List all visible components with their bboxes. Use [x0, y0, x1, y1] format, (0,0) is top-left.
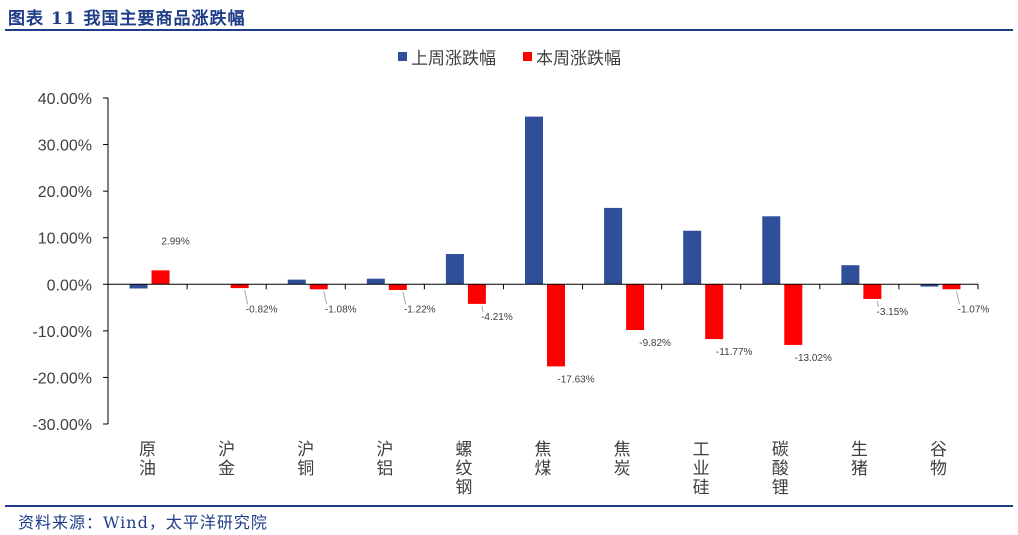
last-week-bar-11 [920, 284, 939, 287]
data-label-leader [876, 300, 879, 308]
last-week-bar-3 [287, 279, 306, 285]
x-labels: 原油 沪金 沪铜 沪铝 螺纹钢 焦煤 焦炭 工业硅 碳酸锂 生猪 谷物 [139, 440, 947, 498]
last-week-bar-1 [129, 284, 148, 289]
this-week-bar-9 [784, 284, 803, 345]
category-label-7: 焦炭 [614, 440, 631, 479]
last-week-bar-8 [683, 230, 702, 285]
category-label-2: 沪金 [218, 440, 235, 479]
this-week-value-label-4: -1.22% [404, 304, 436, 315]
data-label-leader [955, 291, 960, 305]
last-week-bar-7 [604, 207, 623, 285]
category-label-1: 原油 [139, 440, 156, 479]
last-week-bar-5 [445, 254, 464, 285]
this-week-bar-2 [230, 284, 249, 289]
category-label-10: 生猪 [851, 440, 868, 479]
last-week-bar-4 [366, 278, 385, 285]
this-week-value-label-11: -1.07% [958, 304, 990, 315]
legend: 上周涨跌幅 本周涨跌幅 [398, 49, 621, 69]
category-label-8: 工业硅 [693, 440, 710, 498]
this-week-value-label-10: -3.15% [877, 307, 909, 318]
y-tick-label: 40.00% [38, 91, 92, 108]
y-tick-label: 30.00% [38, 138, 92, 155]
y-tick-label: 10.00% [38, 231, 92, 248]
x-axis [107, 283, 979, 290]
this-week-bar-11 [942, 284, 961, 290]
commodity-change-chart: 上周涨跌幅 本周涨跌幅 40.00% 30.00% 20.00% 10.00% 0.00%… [32, 49, 989, 498]
this-week-bar-10 [863, 284, 882, 299]
this-week-value-label-2: -0.82% [246, 304, 278, 315]
title-divider [5, 29, 1013, 31]
y-tick-label: 20.00% [38, 184, 92, 201]
data-label-leader [402, 291, 407, 305]
legend-label-2: 本周涨跌幅 [536, 49, 621, 69]
y-axis: 40.00% 30.00% 20.00% 10.00% 0.00% -10.00% -20.… [32, 91, 109, 434]
this-week-bar-8 [705, 284, 724, 340]
this-week-value-label-3: -1.08% [325, 304, 357, 315]
category-label-11: 谷物 [930, 440, 947, 479]
this-week-bar-3 [309, 284, 328, 290]
legend-swatch-1 [398, 52, 407, 61]
this-week-value-label-5: -4.21% [481, 312, 513, 323]
this-week-value-label-7: -9.82% [639, 338, 671, 349]
figure-title: 图表 11 我国主要商品涨跌幅 [8, 9, 246, 29]
y-tick-label: -20.00% [32, 370, 92, 387]
this-week-value-label-1: 2.99% [161, 236, 189, 247]
this-week-value-label-6: -17.63% [557, 374, 594, 385]
this-week-bar-4 [388, 284, 407, 290]
y-tick-label: -10.00% [32, 324, 92, 341]
this-week-bar-6 [547, 284, 565, 367]
category-label-6: 焦煤 [535, 440, 552, 479]
this-week-bar-1 [151, 270, 170, 285]
last-week-bar-6 [525, 116, 543, 285]
data-label-leader [481, 305, 484, 312]
last-week-bar-10 [841, 265, 860, 285]
y-tick-label: 0.00% [47, 277, 92, 294]
this-week-bar-5 [467, 284, 486, 304]
this-week-value-label-9: -13.02% [795, 353, 832, 364]
this-week-value-label-8: -11.77% [716, 347, 753, 358]
category-label-3: 沪铜 [297, 440, 314, 479]
this-week-bar-7 [626, 284, 645, 331]
category-label-4: 沪铝 [376, 440, 393, 479]
last-week-bar-9 [762, 216, 781, 285]
legend-label-1: 上周涨跌幅 [411, 49, 496, 69]
category-label-5: 螺纹钢 [455, 440, 472, 498]
category-label-9: 碳酸锂 [772, 440, 789, 498]
data-label-leader [323, 291, 328, 305]
data-label-leader [244, 290, 249, 305]
legend-swatch-2 [523, 52, 532, 61]
source-note: 资料来源：Wind，太平洋研究院 [18, 513, 268, 532]
y-tick-label: -30.00% [32, 417, 92, 434]
data-labels: 2.99% -0.82% -1.08% -1.22% -4.21% -17.63% -9.8… [161, 236, 989, 385]
footer-divider [5, 505, 1013, 507]
bars [129, 116, 961, 367]
